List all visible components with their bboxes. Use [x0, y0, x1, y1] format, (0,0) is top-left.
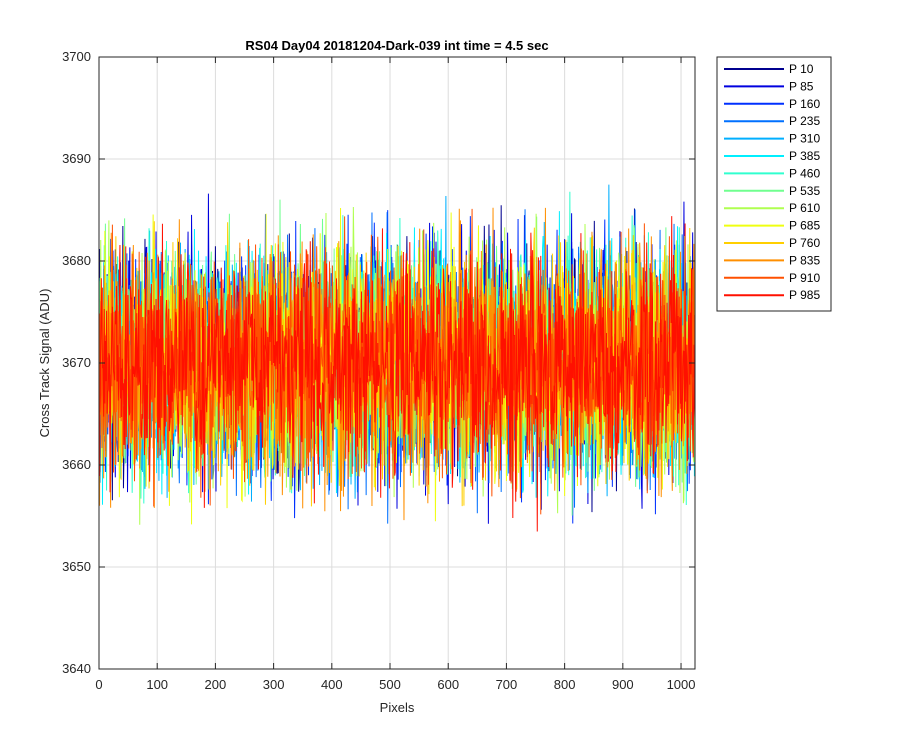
legend-label: P 85: [789, 79, 814, 93]
legend-label: P 235: [789, 114, 820, 128]
x-tick-label: 0: [95, 677, 102, 692]
legend-item: P 835: [724, 253, 820, 267]
y-axis-label: Cross Track Signal (ADU): [37, 289, 52, 438]
legend: P 10 P 85 P 160 P 235 P 310 P 385 P 460 P 535 P …: [716, 56, 832, 312]
x-tick-label: 200: [205, 677, 227, 692]
legend-item: P 310: [724, 132, 820, 146]
legend-label: P 535: [789, 184, 820, 198]
legend-label: P 610: [789, 201, 820, 215]
legend-item: P 385: [724, 149, 820, 163]
x-tick-label: 600: [437, 677, 459, 692]
x-tick-label: 700: [496, 677, 518, 692]
legend-label: P 310: [789, 132, 820, 146]
legend-label: P 685: [789, 219, 820, 233]
chart-title: RS04 Day04 20181204-Dark-039 int time = …: [245, 38, 548, 53]
y-tick-label: 3690: [62, 151, 91, 166]
legend-label: P 160: [789, 97, 820, 111]
x-tick-label: 800: [554, 677, 576, 692]
x-tick-label: 100: [146, 677, 168, 692]
legend-item: P 460: [724, 166, 820, 180]
x-tick-label: 300: [263, 677, 285, 692]
series-lines: [99, 184, 696, 532]
legend-label: P 760: [789, 236, 820, 250]
legend-box: [716, 56, 832, 312]
legend-item: P 610: [724, 201, 820, 215]
legend-item: P 10: [724, 62, 814, 76]
legend-item: P 910: [724, 271, 820, 285]
legend-label: P 985: [789, 288, 820, 302]
x-tick-label: 900: [612, 677, 634, 692]
legend-item: P 535: [724, 184, 820, 198]
y-tick-label: 3640: [62, 661, 91, 676]
legend-label: P 385: [789, 149, 820, 163]
x-tick-label: 500: [379, 677, 401, 692]
legend-label: P 910: [789, 271, 820, 285]
y-tick-label: 3700: [62, 49, 91, 64]
y-tick-label: 3660: [62, 457, 91, 472]
legend-item: P 685: [724, 219, 820, 233]
x-tick-label: 1000: [667, 677, 696, 692]
legend-label: P 460: [789, 166, 820, 180]
legend-item: P 160: [724, 97, 820, 111]
legend-item: P 85: [724, 79, 814, 93]
legend-item: P 985: [724, 288, 820, 302]
legend-item: P 235: [724, 114, 820, 128]
legend-label: P 10: [789, 62, 814, 76]
ticks: 0 100 200 300 400 500 600 700 800 900 1000 3640 3650…: [62, 49, 695, 692]
y-tick-label: 3650: [62, 559, 91, 574]
series-line-p-985: [99, 216, 696, 532]
y-tick-label: 3670: [62, 355, 91, 370]
x-axis-label: Pixels: [380, 700, 415, 715]
legend-label: P 835: [789, 253, 820, 267]
legend-item: P 760: [724, 236, 820, 250]
y-tick-label: 3680: [62, 253, 91, 268]
x-tick-label: 400: [321, 677, 343, 692]
